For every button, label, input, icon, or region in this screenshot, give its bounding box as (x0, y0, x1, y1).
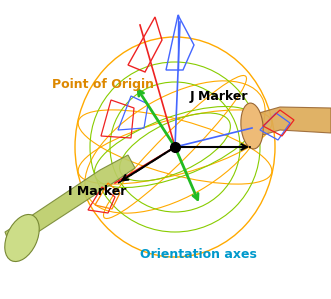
Text: I Marker: I Marker (68, 185, 126, 198)
Text: J Marker: J Marker (190, 90, 249, 103)
Polygon shape (252, 107, 331, 138)
Text: Orientation axes: Orientation axes (140, 248, 257, 261)
Polygon shape (5, 155, 135, 245)
Ellipse shape (5, 214, 39, 262)
Text: Point of Origin: Point of Origin (52, 78, 154, 91)
Ellipse shape (241, 103, 263, 149)
